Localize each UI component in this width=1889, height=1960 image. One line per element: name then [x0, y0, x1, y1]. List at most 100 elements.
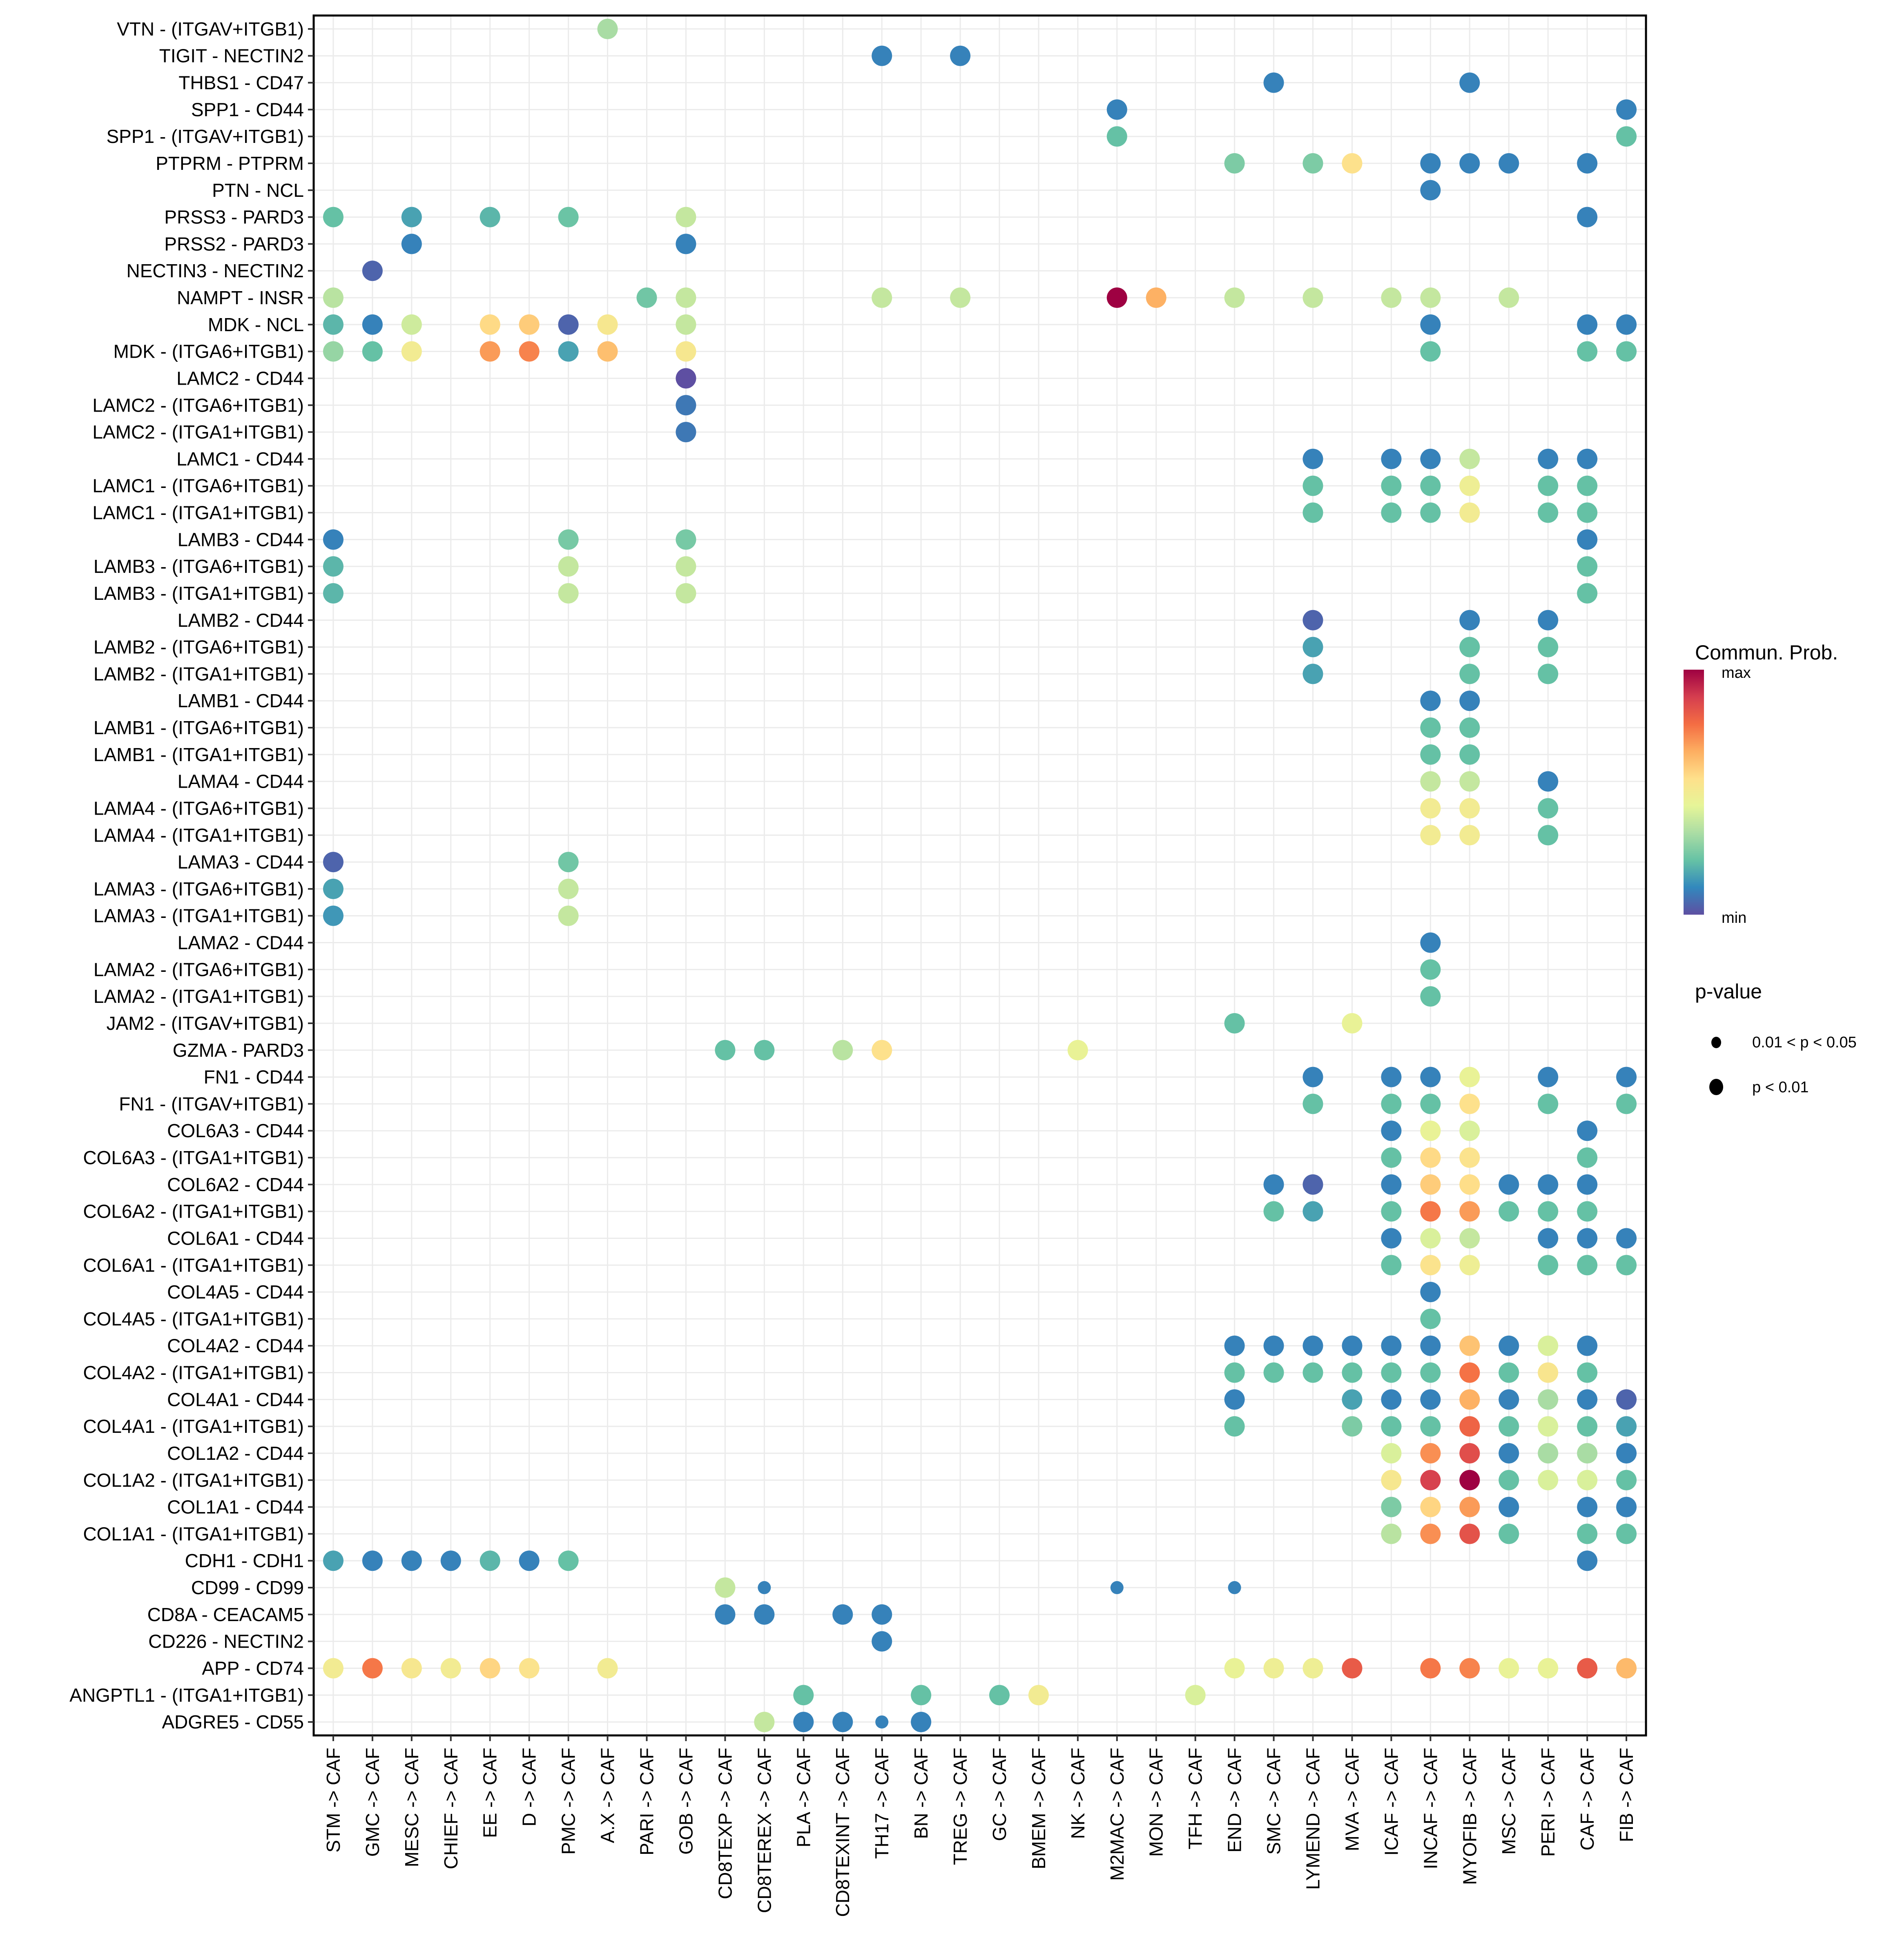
y-tick-label: LAMA2 - (ITGA6+ITGB1) — [94, 959, 304, 980]
data-point — [676, 529, 696, 550]
data-point — [1420, 1067, 1441, 1087]
data-point — [1381, 1443, 1402, 1463]
data-point — [1420, 932, 1441, 953]
y-tick-label: SPP1 - (ITGAV+ITGB1) — [106, 126, 304, 147]
data-point — [1302, 502, 1323, 523]
data-point — [1616, 1094, 1637, 1114]
data-point — [1224, 1658, 1245, 1679]
data-point — [479, 341, 500, 362]
data-point — [1381, 502, 1402, 523]
y-tick-label: COL4A5 - (ITGA1+ITGB1) — [83, 1308, 304, 1330]
data-point — [1538, 1658, 1559, 1679]
y-tick-label: COL4A1 - CD44 — [167, 1389, 304, 1410]
data-point — [636, 287, 657, 308]
data-point — [1538, 1255, 1559, 1276]
data-point — [1302, 637, 1323, 657]
x-tick-label: CD8TEREX -> CAF — [754, 1748, 775, 1913]
y-tick-label: LAMA3 - (ITGA6+ITGB1) — [94, 878, 304, 900]
data-point — [323, 287, 343, 308]
data-point — [1577, 1523, 1598, 1544]
data-point — [1302, 448, 1323, 469]
data-point — [1577, 1550, 1598, 1571]
data-point — [950, 45, 971, 66]
y-tick-label: PTN - NCL — [212, 180, 304, 201]
data-point — [519, 1550, 540, 1571]
x-tick-label: EE -> CAF — [479, 1748, 501, 1838]
data-point — [1224, 1389, 1245, 1410]
data-point — [1263, 72, 1284, 93]
data-point — [754, 1712, 775, 1733]
data-point — [1459, 1443, 1480, 1463]
data-point — [1224, 1013, 1245, 1033]
y-tick-label: ANGPTL1 - (ITGA1+ITGB1) — [69, 1684, 304, 1706]
data-point — [1616, 1416, 1637, 1437]
data-point — [1538, 1067, 1559, 1087]
data-point — [597, 314, 618, 335]
data-point — [676, 207, 696, 227]
data-point — [401, 1658, 422, 1679]
data-point — [362, 1550, 383, 1571]
data-point — [323, 529, 343, 550]
data-point — [1420, 153, 1441, 174]
y-tick-label: LAMB2 - (ITGA1+ITGB1) — [94, 663, 304, 684]
data-point — [558, 341, 579, 362]
x-tick-label: D -> CAF — [519, 1748, 540, 1826]
data-point — [1420, 1497, 1441, 1517]
data-point — [1420, 1174, 1441, 1195]
data-point — [1459, 1416, 1480, 1437]
data-point — [1263, 1335, 1284, 1356]
data-point — [1420, 1282, 1441, 1303]
data-point — [362, 261, 383, 281]
data-point — [558, 1550, 579, 1571]
data-point — [1106, 126, 1127, 147]
data-point — [1459, 502, 1480, 523]
data-point — [1538, 502, 1559, 523]
data-point — [1420, 1416, 1441, 1437]
data-point — [1302, 1094, 1323, 1114]
x-tick-label: CHIEF -> CAF — [440, 1748, 462, 1869]
data-point — [1228, 1581, 1241, 1595]
data-point — [1420, 744, 1441, 765]
data-point — [1381, 1228, 1402, 1249]
data-point — [1538, 1201, 1559, 1222]
data-point — [1420, 314, 1441, 335]
data-point — [1381, 1174, 1402, 1195]
data-point — [519, 314, 540, 335]
data-point — [401, 341, 422, 362]
y-tick-label: GZMA - PARD3 — [173, 1040, 304, 1061]
color-legend-title: Commun. Prob. — [1695, 641, 1838, 664]
data-point — [1538, 1362, 1559, 1383]
data-point — [1577, 475, 1598, 496]
data-point — [1499, 1443, 1519, 1463]
data-point — [1106, 287, 1127, 308]
data-point — [1616, 1228, 1637, 1249]
data-point — [1538, 1335, 1559, 1356]
data-point — [401, 1550, 422, 1571]
data-point — [1577, 448, 1598, 469]
data-point — [1499, 1523, 1519, 1544]
data-point — [1459, 690, 1480, 711]
data-point — [323, 905, 343, 926]
data-point — [793, 1712, 814, 1733]
data-point — [1577, 1416, 1598, 1437]
y-tick-label: LAMB2 - (ITGA6+ITGB1) — [94, 637, 304, 658]
data-point — [1420, 1443, 1441, 1463]
y-tick-label: PTPRM - PTPRM — [156, 153, 304, 174]
data-point — [479, 1658, 500, 1679]
x-tick-label: CD8TEXINT -> CAF — [832, 1748, 853, 1917]
data-point — [1381, 1416, 1402, 1437]
data-point — [558, 529, 579, 550]
data-point — [1381, 1147, 1402, 1168]
size-legend-large-label: p < 0.01 — [1752, 1079, 1809, 1096]
color-legend-min-label: min — [1722, 909, 1746, 927]
data-point — [1459, 771, 1480, 792]
data-point — [1302, 664, 1323, 684]
data-point — [758, 1581, 771, 1595]
data-point — [1538, 637, 1559, 657]
data-point — [1381, 1094, 1402, 1114]
data-point — [715, 1577, 736, 1598]
data-point — [1459, 1658, 1480, 1679]
data-point — [1459, 825, 1480, 846]
data-point — [1459, 1174, 1480, 1195]
data-point — [832, 1604, 853, 1625]
